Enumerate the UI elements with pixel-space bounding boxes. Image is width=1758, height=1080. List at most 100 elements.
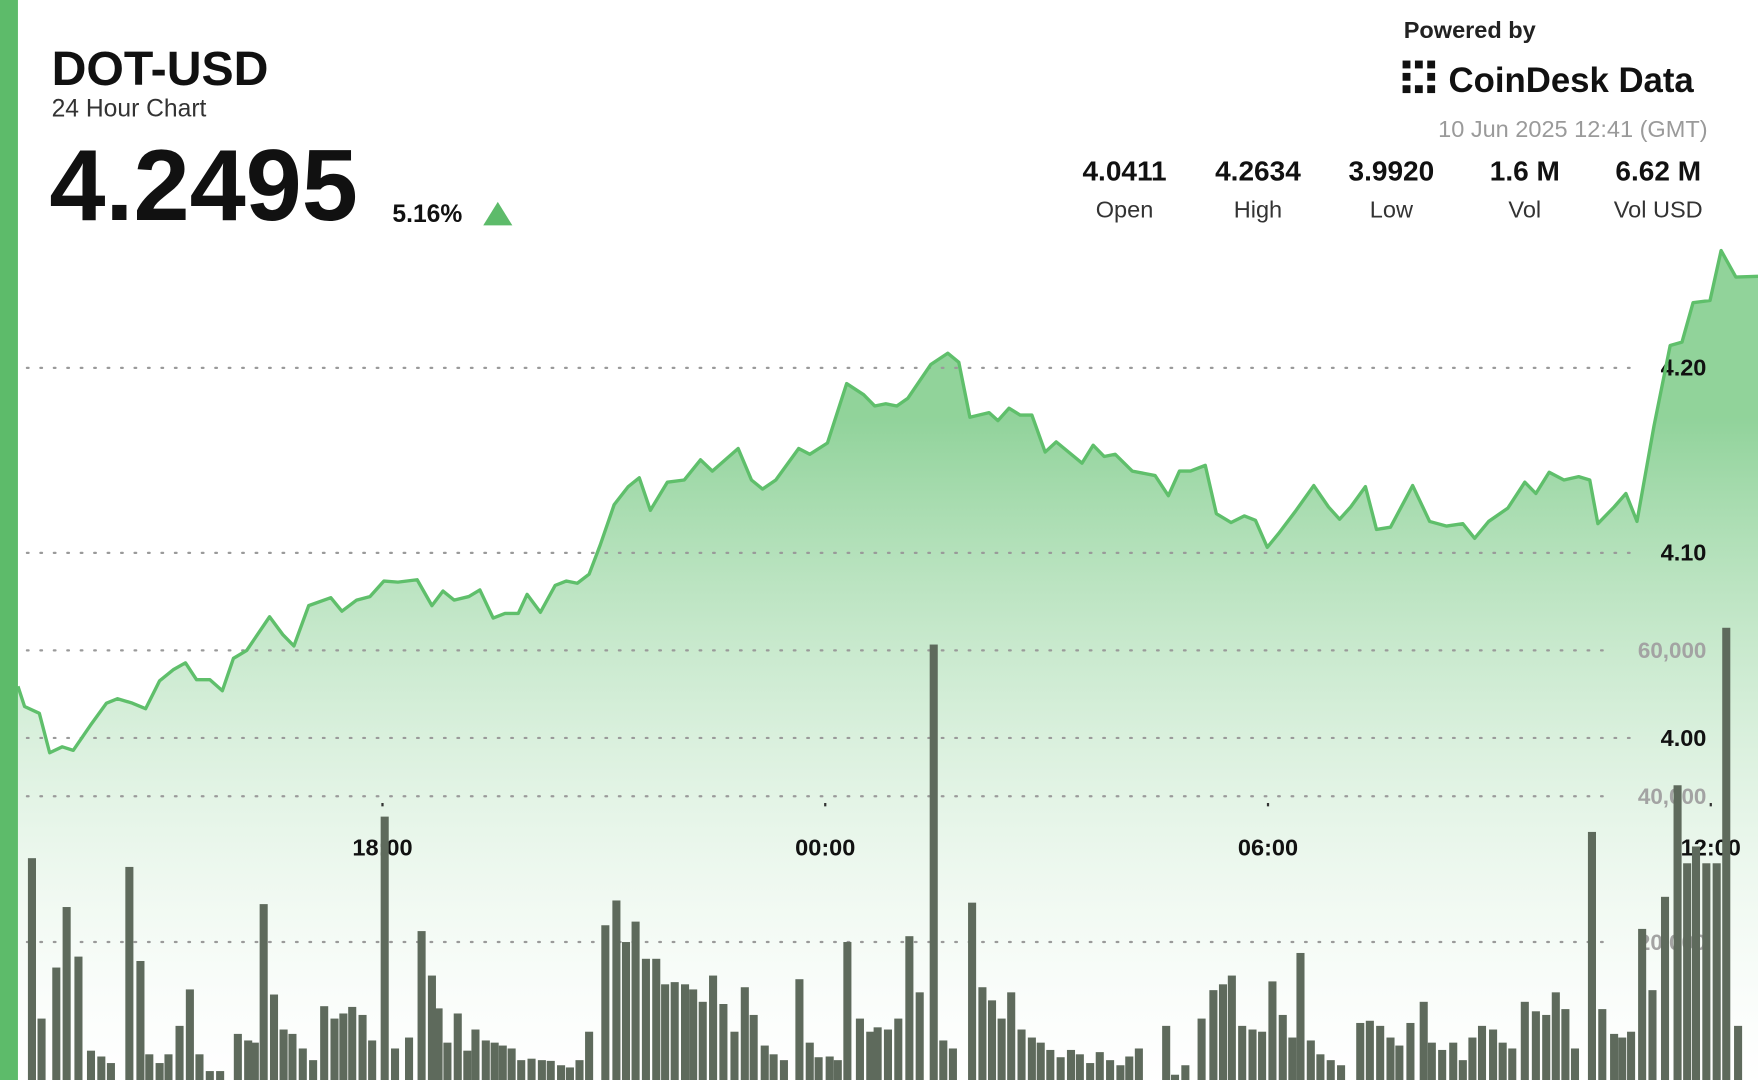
price-tick-label: 4.00 — [1661, 725, 1707, 751]
stat-label: Vol USD — [1614, 197, 1703, 223]
volume-bar — [698, 1001, 707, 1080]
volume-bar — [779, 1060, 788, 1080]
volume-bar — [185, 989, 194, 1080]
volume-bar — [575, 1060, 584, 1080]
volume-bar — [894, 1018, 903, 1080]
last-price: 4.2495 — [49, 130, 358, 242]
volume-bar — [795, 979, 804, 1080]
volume-bar — [125, 866, 134, 1080]
stat-label: Vol — [1508, 197, 1541, 223]
volume-bar — [1095, 1052, 1104, 1080]
symbol: DOT-USD — [52, 42, 269, 96]
volume-bar — [1561, 1009, 1570, 1080]
volume-bar — [1046, 1049, 1055, 1080]
volume-bar — [1610, 1033, 1619, 1080]
volume-bar — [709, 975, 718, 1080]
volume-bar — [641, 958, 650, 1080]
volume-bar — [1288, 1037, 1297, 1080]
volume-bar — [1365, 1020, 1374, 1080]
volume-bar — [481, 1040, 490, 1080]
volume-bar — [1449, 1042, 1458, 1080]
volume-bar — [915, 992, 924, 1080]
volume-bar — [330, 1018, 339, 1080]
volume-bar — [814, 1057, 823, 1080]
volume-bar — [74, 956, 83, 1080]
volume-bar — [279, 1029, 288, 1080]
volume-bar — [1268, 981, 1277, 1080]
volume-bar — [1691, 846, 1701, 1080]
volume-bar — [1337, 1065, 1346, 1080]
volume-bar — [939, 1040, 948, 1080]
volume-bar — [1258, 1031, 1267, 1080]
volume-bar — [1238, 1025, 1247, 1080]
volume-bar — [427, 975, 436, 1080]
volume-bar — [1468, 1037, 1477, 1080]
timestamp: 10 Jun 2025 12:41 (GMT) — [1438, 116, 1707, 142]
volume-bar — [195, 1054, 204, 1080]
volume-bar — [1209, 990, 1218, 1080]
volume-bar — [358, 1014, 367, 1080]
volume-bar — [233, 1033, 242, 1080]
change-percent: 5.16% — [392, 201, 462, 228]
volume-bar — [987, 1000, 997, 1080]
volume-bar — [689, 989, 698, 1080]
volume-bar — [537, 1060, 546, 1080]
volume-bar — [1197, 1018, 1206, 1080]
volume-bar — [348, 1006, 357, 1080]
volume-bar — [145, 1054, 154, 1080]
volume-bar — [471, 1029, 480, 1080]
volume-bar — [1036, 1042, 1045, 1080]
volume-bar — [565, 1067, 574, 1080]
volume-bar — [855, 1018, 864, 1080]
volume-bar — [1702, 863, 1711, 1080]
volume-bar — [380, 816, 389, 1080]
volume-bar — [244, 1040, 253, 1080]
volume-bar — [453, 1013, 462, 1080]
volume-bar — [1406, 1022, 1415, 1080]
volume-bar — [1722, 627, 1731, 1080]
volume-bar — [1570, 1048, 1580, 1080]
powered-by: Powered by — [1404, 17, 1536, 43]
price-tick-label: 4.10 — [1661, 540, 1707, 566]
volume-bar — [1162, 1025, 1171, 1080]
volume-bar — [1618, 1037, 1627, 1080]
volume-bar — [1542, 1014, 1551, 1080]
volume-bar — [97, 1056, 106, 1080]
volume-bar — [86, 1050, 96, 1080]
volume-bar — [250, 1042, 259, 1080]
volume-bar — [216, 1071, 225, 1080]
volume-tick-label: 40,000 — [1638, 784, 1707, 809]
volume-bar — [37, 1018, 46, 1080]
volume-bar — [805, 1042, 814, 1080]
volume-bar — [1116, 1065, 1125, 1080]
volume-bar — [1027, 1037, 1036, 1080]
volume-bar — [978, 987, 987, 1080]
volume-bar — [1248, 1029, 1257, 1080]
volume-bar — [929, 644, 938, 1080]
volume-bar — [546, 1060, 555, 1080]
volume-bar — [1066, 1049, 1076, 1080]
volume-bar — [62, 907, 71, 1080]
brand-logo — [1402, 60, 1436, 94]
volume-bar — [434, 1008, 443, 1080]
volume-bar — [1660, 896, 1670, 1080]
stat-value: 3.9920 — [1349, 156, 1435, 187]
x-tick-label: 12:00 — [1681, 835, 1741, 861]
stat-label: Open — [1096, 197, 1154, 223]
volume-bar — [948, 1048, 957, 1080]
volume-bar — [1134, 1048, 1143, 1080]
stat-label: High — [1234, 197, 1282, 223]
volume-bar — [164, 1054, 173, 1080]
volume-bar — [661, 984, 670, 1080]
volume-bar — [1520, 1001, 1529, 1080]
volume-bar — [1598, 1009, 1607, 1080]
brand-name: CoinDesk Data — [1449, 62, 1695, 100]
volume-bar — [298, 1048, 307, 1080]
volume-bar — [27, 858, 36, 1080]
stat-value: 1.6 M — [1490, 156, 1560, 187]
line-layer — [16, 248, 1758, 755]
volume-bar — [760, 1045, 769, 1080]
volume-bar — [1106, 1060, 1115, 1080]
volume-bar — [1086, 1063, 1095, 1080]
